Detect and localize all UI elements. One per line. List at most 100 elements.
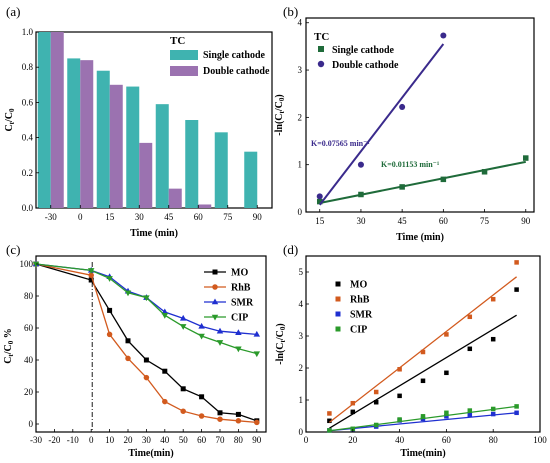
x-tick-label-60: 60 [194,212,204,222]
x-tick-label-0: 0 [89,435,94,445]
point-mo-20 [350,409,356,415]
legend-single-cathode: Single cathode [203,50,266,61]
legend-mo: MO [350,280,367,291]
point-rhb-80 [490,296,496,302]
point-mo-10 [327,418,332,424]
legend-marker-rhb [335,296,341,302]
y-tick-label-80: 80 [24,291,34,301]
point-mo-20 [125,338,131,344]
x-tick-label-90: 90 [252,435,262,445]
y-tick-label-100: 100 [20,259,34,269]
panel-a-frame [35,31,273,209]
point-mo-60 [444,370,449,376]
x-tick-label-45: 45 [398,216,408,226]
x-tick-label-20: 20 [348,435,358,445]
legend-marker-double-cathode [317,60,325,68]
panel-b-frame [305,17,535,213]
fit-line-single-cathode [319,160,526,204]
y-tick-label-60: 60 [24,323,34,333]
x-tick-label-0: 0 [304,435,309,445]
y-tick-label-0: 0 [29,419,34,429]
point-smr-90 [253,330,261,337]
point-rhb-20 [350,400,356,406]
bar-double-cathode-60 [198,204,212,208]
x-tick-label-30: -30 [30,435,42,445]
point-smr-60 [198,322,205,329]
point-double-cathode-15 [316,193,323,200]
y-tick-label-4: 4 [298,18,303,28]
x-tick-label-40: 40 [160,435,170,445]
point-rhb-20 [125,355,131,362]
legend-marker-smr [335,311,341,317]
point-rhb-90 [254,419,260,426]
legend-marker-rhb [212,284,218,290]
bar-single-cathode-45 [155,104,169,208]
bar-single-cathode-30 [37,32,51,208]
fit-line-mo [329,314,517,429]
y-tick-label-1: 1 [299,395,304,405]
point-cip-90 [253,351,261,358]
y-tick-label-0-6: 0.6 [22,97,34,107]
point-cip-50 [420,414,426,419]
y-tick-label-0-4: 0.4 [22,133,34,143]
point-smr-90 [514,410,519,416]
legend-marker-mo [335,281,341,287]
point-single-cathode-90 [523,155,529,161]
panel-b-xlabel: Time (min) [396,232,444,243]
point-cip-20 [124,290,132,297]
bar-double-cathode-15 [109,84,123,208]
x-tick-label-20: 20 [124,435,134,445]
panel-b-label: (b) [283,4,298,19]
point-smr-80 [490,411,496,417]
point-single-cathode-45 [399,184,405,190]
annotation-k-double: K=0.07565 min⁻¹ [311,139,370,148]
y-tick-label-0: 0 [299,427,304,437]
legend-cip: CIP [350,325,367,336]
point-mo-0 [88,277,94,283]
panel-c-label: (c) [6,242,20,257]
point-smr-60 [444,414,449,419]
panel-c-frame [35,255,267,433]
panel-d-label: (d) [283,242,298,257]
panel-a: (a) -30 0 15 30 45 60 75 90 0.0 0.2 0.4 0.6 0.8 1.0 T… [4,4,273,239]
panel-c-xlabel: Time(min) [128,448,173,459]
legend-rhb: RhB [231,283,251,294]
point-rhb-40 [162,398,168,405]
panel-a-label: (a) [6,4,20,19]
x-tick-label-15: 15 [315,216,325,226]
point-mo-50 [180,386,186,392]
x-tick-label-45: 45 [164,212,174,222]
bar-double-cathode-30 [139,142,153,208]
point-double-cathode-45 [399,103,406,110]
point-double-cathode-60 [440,32,447,39]
x-tick-label-60: 60 [439,216,449,226]
x-tick-label-70: 70 [216,435,226,445]
x-tick-label-30: 30 [142,435,152,445]
point-mo-10 [107,307,113,313]
point-rhb-10 [327,411,332,416]
fit-line-rhb [329,276,517,423]
panel-b-ylabel: -ln(Ct/C0) [274,94,286,135]
point-cip-60 [444,410,449,416]
point-cip-10 [327,428,332,433]
x-tick-label-80: 80 [489,435,499,445]
annotation-k-single: K=0.01153 min⁻¹ [381,160,440,169]
point-cip-40 [397,417,402,422]
y-tick-label-0-8: 0.8 [22,62,34,72]
point-mo-80 [490,336,496,342]
bar-double-cathode-0 [80,60,94,208]
bar-single-cathode-15 [96,70,110,208]
legend-swatch-single-cathode [170,50,198,60]
legend-marker-single-cathode [318,46,324,52]
x-tick-label-10: -10 [67,435,79,445]
y-tick-label-40: 40 [24,355,34,365]
point-rhb-10 [106,331,113,338]
point-rhb-30 [143,374,150,381]
point-mo-60 [199,394,205,400]
x-tick-label-50: 50 [179,435,189,445]
panel-a-xlabel: Time (min) [130,228,178,239]
point-cip--30 [32,261,40,268]
point-cip-70 [467,408,473,413]
point-single-cathode-15 [316,198,323,205]
point-single-cathode-75 [481,169,488,175]
